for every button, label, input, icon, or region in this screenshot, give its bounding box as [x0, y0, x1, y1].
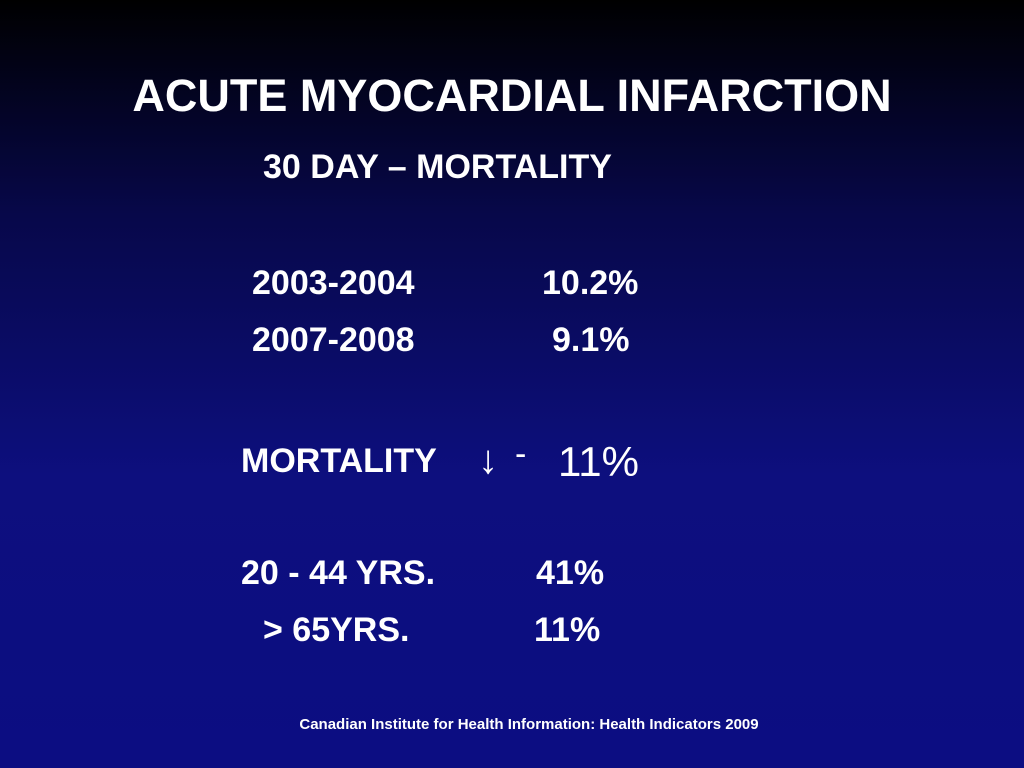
mortality-change-label: MORTALITY: [241, 442, 437, 480]
period-label: 2007-2008: [252, 321, 415, 359]
slide-subtitle: 30 DAY – MORTALITY: [263, 148, 612, 186]
period-value: 10.2%: [542, 264, 639, 302]
period-value: 9.1%: [552, 321, 630, 359]
mortality-change-dash: -: [515, 435, 527, 473]
down-arrow-icon: ↓: [478, 438, 498, 482]
mortality-change-value: 11%: [558, 438, 639, 485]
period-label: 2003-2004: [252, 264, 415, 302]
age-group-label: > 65YRS.: [263, 611, 410, 649]
source-citation: Canadian Institute for Health Informatio…: [299, 716, 759, 733]
slide-title: ACUTE MYOCARDIAL INFARCTION: [132, 70, 892, 121]
age-group-label: 20 - 44 YRS.: [241, 554, 436, 592]
age-group-value: 11%: [534, 611, 601, 649]
age-group-value: 41%: [536, 554, 605, 592]
